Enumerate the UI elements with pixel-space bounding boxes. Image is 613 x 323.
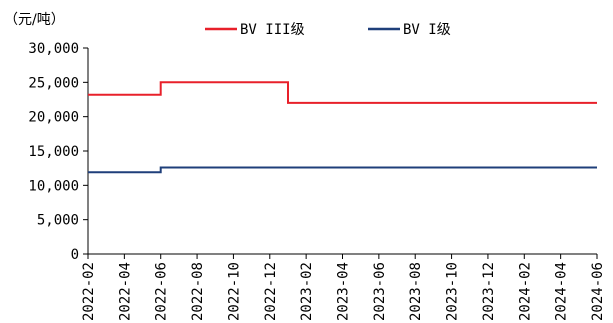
x-tick-label: 2022-08 (190, 262, 206, 321)
y-tick-label: 0 (71, 247, 79, 263)
x-tick-label: 2024-02 (517, 262, 533, 321)
series-line-bv-iii (88, 81, 597, 104)
legend-label-bv-iii: BV III级 (240, 22, 305, 38)
legend-item-bv-i: BV I级 (368, 22, 451, 38)
x-axis: 2022-02 2022-04 2022-06 2022-08 2022-10 2022-… (81, 253, 606, 321)
y-tick-label: 25,000 (28, 75, 79, 91)
x-tick-label: 2023-10 (445, 262, 461, 321)
x-tick-label: 2022-02 (81, 262, 97, 321)
legend: BV III级 BV I级 (205, 22, 451, 38)
y-tick-label: 30,000 (28, 41, 79, 57)
x-tick-label: 2022-04 (117, 262, 133, 321)
y-tick-label: 10,000 (28, 178, 79, 194)
x-tick-label: 2023-08 (408, 262, 424, 321)
y-axis: 0 5,000 10,000 15,000 20,000 25,000 30,000 (28, 41, 89, 263)
x-tick-label: 2023-12 (481, 262, 497, 321)
x-tick-label: 2023-06 (372, 262, 388, 321)
x-tick-label: 2022-06 (154, 262, 170, 321)
x-tick-label: 2022-12 (263, 262, 279, 321)
x-tick-label: 2024-06 (590, 262, 606, 321)
y-axis-unit-label: （元/吨） (4, 12, 65, 28)
series-layer (88, 81, 597, 174)
series-line-bv-i (88, 166, 597, 174)
y-tick-label: 20,000 (28, 110, 79, 126)
legend-label-bv-i: BV I级 (403, 22, 451, 38)
x-tick-label: 2023-02 (299, 262, 315, 321)
x-tick-label: 2022-10 (226, 262, 242, 321)
y-tick-label: 5,000 (37, 213, 79, 229)
x-tick-label: 2023-04 (336, 262, 352, 321)
x-tick-label: 2024-04 (554, 262, 570, 321)
y-tick-label: 15,000 (28, 144, 79, 160)
legend-item-bv-iii: BV III级 (205, 22, 305, 38)
